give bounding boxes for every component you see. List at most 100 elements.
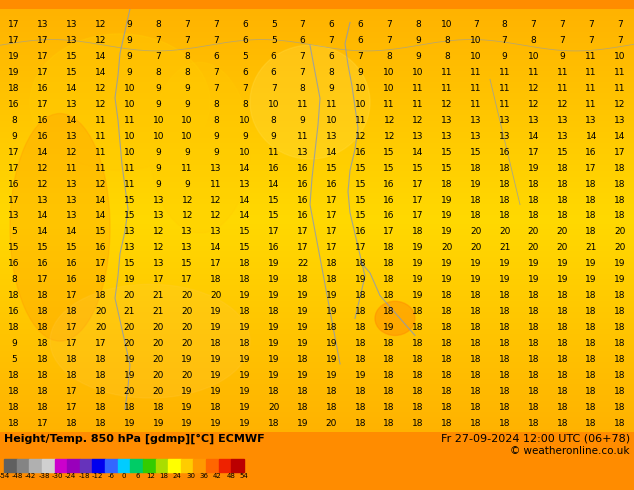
Text: 18: 18 xyxy=(614,403,626,412)
Text: 19: 19 xyxy=(297,291,308,300)
Text: 10: 10 xyxy=(412,68,424,77)
Text: 16: 16 xyxy=(8,179,20,189)
Text: 19: 19 xyxy=(297,323,308,332)
Text: 15: 15 xyxy=(239,227,250,236)
Text: 18: 18 xyxy=(585,355,597,364)
Text: 14: 14 xyxy=(66,84,77,93)
Text: 18: 18 xyxy=(614,307,626,316)
Text: 18: 18 xyxy=(614,212,626,220)
Text: 18: 18 xyxy=(412,307,424,316)
Text: 13: 13 xyxy=(297,147,308,157)
Text: 7: 7 xyxy=(531,20,536,29)
Text: 12: 12 xyxy=(527,84,539,93)
Text: 10: 10 xyxy=(239,147,250,157)
Text: 18: 18 xyxy=(470,371,481,380)
Text: 8: 8 xyxy=(444,52,450,61)
Text: 12: 12 xyxy=(95,20,107,29)
Text: 18: 18 xyxy=(384,418,395,428)
Text: 14: 14 xyxy=(268,179,280,189)
Text: 9: 9 xyxy=(271,132,276,141)
Text: 18: 18 xyxy=(268,418,280,428)
Text: 18: 18 xyxy=(326,259,337,268)
Text: 11: 11 xyxy=(470,100,481,109)
Bar xyxy=(155,459,168,472)
Text: 7: 7 xyxy=(328,36,334,45)
Text: 9: 9 xyxy=(213,147,219,157)
Text: 18: 18 xyxy=(527,291,539,300)
Text: 9: 9 xyxy=(300,116,306,125)
Text: 15: 15 xyxy=(239,244,250,252)
Text: 15: 15 xyxy=(95,227,107,236)
Text: 8: 8 xyxy=(184,52,190,61)
Text: 9: 9 xyxy=(11,339,17,348)
Bar xyxy=(16,459,29,472)
Text: 7: 7 xyxy=(213,36,219,45)
Text: 18: 18 xyxy=(37,323,49,332)
Text: 10: 10 xyxy=(124,100,135,109)
Text: -42: -42 xyxy=(25,473,36,479)
Text: 5: 5 xyxy=(11,227,17,236)
Text: 18: 18 xyxy=(527,196,539,204)
Text: 7: 7 xyxy=(300,68,306,77)
Text: 6: 6 xyxy=(358,36,363,45)
Bar xyxy=(219,459,231,472)
Text: 19: 19 xyxy=(268,323,280,332)
Text: 8: 8 xyxy=(386,52,392,61)
Text: 11: 11 xyxy=(181,164,193,172)
Text: 21: 21 xyxy=(153,307,164,316)
Text: 18: 18 xyxy=(614,418,626,428)
Text: 18: 18 xyxy=(470,164,481,172)
Text: 11: 11 xyxy=(585,84,597,93)
Text: 12: 12 xyxy=(37,179,49,189)
Text: 10: 10 xyxy=(527,52,539,61)
Text: 14: 14 xyxy=(239,196,250,204)
Text: 19: 19 xyxy=(239,291,250,300)
Text: 7: 7 xyxy=(501,36,507,45)
Text: 19: 19 xyxy=(412,291,424,300)
Text: 11: 11 xyxy=(66,164,77,172)
Text: 13: 13 xyxy=(585,116,597,125)
Text: 21: 21 xyxy=(499,244,510,252)
Text: 12: 12 xyxy=(354,132,366,141)
Text: 17: 17 xyxy=(37,68,49,77)
Text: 17: 17 xyxy=(66,339,77,348)
Text: 18: 18 xyxy=(557,291,568,300)
Text: 15: 15 xyxy=(124,212,135,220)
Text: 20: 20 xyxy=(153,339,164,348)
Text: 18: 18 xyxy=(412,418,424,428)
Text: 9: 9 xyxy=(155,84,161,93)
Text: 17: 17 xyxy=(66,323,77,332)
Text: 17: 17 xyxy=(8,147,20,157)
Bar xyxy=(42,459,55,472)
Text: Fr 27-09-2024 12:00 UTC (06+78): Fr 27-09-2024 12:00 UTC (06+78) xyxy=(441,433,630,443)
Text: 17: 17 xyxy=(326,212,337,220)
Text: 18: 18 xyxy=(95,387,107,396)
Text: 18: 18 xyxy=(37,339,49,348)
Text: 20: 20 xyxy=(614,227,626,236)
Text: 19: 19 xyxy=(239,355,250,364)
Text: 16: 16 xyxy=(499,147,510,157)
Text: 18: 18 xyxy=(585,196,597,204)
Ellipse shape xyxy=(50,284,250,398)
Text: 12: 12 xyxy=(527,100,539,109)
Text: 18: 18 xyxy=(499,196,510,204)
Text: 13: 13 xyxy=(66,132,77,141)
Text: 18: 18 xyxy=(441,355,453,364)
Text: 7: 7 xyxy=(559,36,565,45)
Text: 17: 17 xyxy=(412,212,424,220)
Text: 17: 17 xyxy=(412,196,424,204)
Text: 18: 18 xyxy=(470,355,481,364)
Text: 11: 11 xyxy=(557,84,568,93)
Text: 18: 18 xyxy=(239,275,250,284)
Bar xyxy=(93,459,105,472)
Text: 18: 18 xyxy=(66,418,77,428)
Text: 19: 19 xyxy=(470,275,481,284)
Text: 18: 18 xyxy=(527,355,539,364)
Bar xyxy=(206,459,219,472)
Text: 14: 14 xyxy=(412,147,424,157)
Text: 17: 17 xyxy=(210,259,222,268)
Text: 20: 20 xyxy=(124,387,135,396)
Text: 18: 18 xyxy=(585,227,597,236)
Text: 18: 18 xyxy=(297,275,308,284)
Text: 20: 20 xyxy=(153,355,164,364)
